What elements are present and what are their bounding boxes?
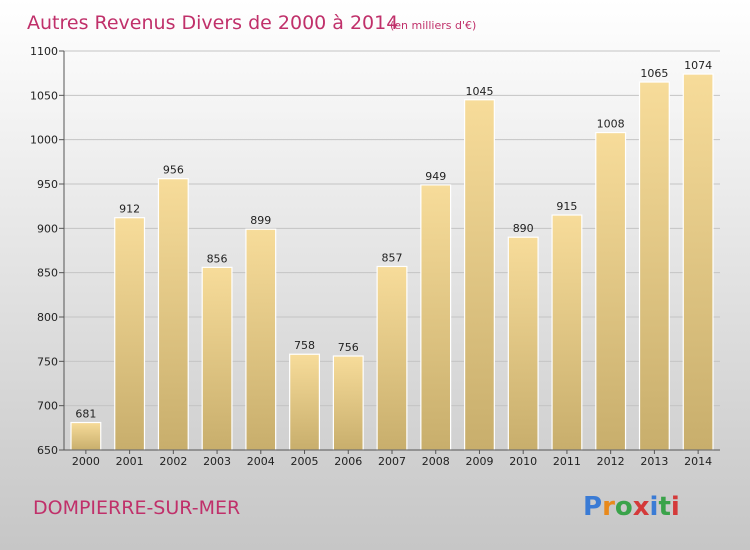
bar-value-label: 758 (294, 339, 315, 352)
proxiti-logo: Proxiti (583, 492, 680, 522)
bar-value-label: 1074 (684, 59, 712, 72)
logo-letter: t (658, 492, 670, 522)
x-tick-label: 2005 (291, 455, 319, 468)
bar-2011 (551, 214, 583, 451)
bar-value-label: 899 (250, 214, 271, 227)
bar-value-label: 890 (513, 222, 534, 235)
bar-2012 (595, 131, 627, 451)
x-tick-label: 2002 (159, 455, 187, 468)
y-tick-label: 850 (37, 267, 58, 280)
bar-2000 (70, 421, 102, 451)
y-tick-label: 1100 (30, 45, 58, 58)
y-tick-label: 950 (37, 178, 58, 191)
x-tick-label: 2009 (465, 455, 493, 468)
bar-2009 (463, 99, 495, 451)
y-tick-label: 1050 (30, 89, 58, 102)
y-tick-label: 1000 (30, 134, 58, 147)
bar-value-label: 915 (556, 200, 577, 213)
bar-value-label: 857 (382, 251, 403, 264)
x-tick-label: 2000 (72, 455, 100, 468)
x-tick-label: 2004 (247, 455, 275, 468)
bar-value-label: 949 (425, 170, 446, 183)
bar-2013 (638, 81, 670, 451)
bar-2003 (201, 266, 233, 451)
x-tick-label: 2003 (203, 455, 231, 468)
x-tick-label: 2012 (597, 455, 625, 468)
bar-value-label: 681 (75, 408, 96, 421)
bar-2004 (245, 228, 277, 451)
bar-value-label: 1008 (597, 118, 625, 131)
bar-2007 (376, 265, 408, 451)
logo-letter: r (602, 492, 615, 522)
bar-2006 (332, 355, 364, 451)
logo-letter: i (671, 492, 680, 522)
logo-letter: x (633, 492, 650, 522)
x-tick-label: 2008 (422, 455, 450, 468)
y-tick-label: 750 (37, 355, 58, 368)
x-tick-label: 2006 (334, 455, 362, 468)
bar-value-label: 956 (163, 164, 184, 177)
bar-value-label: 912 (119, 203, 140, 216)
bar-2005 (289, 353, 321, 451)
logo-letter: i (650, 492, 659, 522)
y-tick-label: 800 (37, 311, 58, 324)
bar-2001 (114, 217, 146, 451)
bars-layer: 681 912 956 856 899 758 756 857 949 1045 890 915 100… (70, 59, 714, 451)
bar-value-label: 756 (338, 341, 359, 354)
bar-2014 (682, 73, 714, 451)
bar-value-label: 1045 (465, 85, 493, 98)
logo-letter: o (615, 492, 633, 522)
x-tick-label: 2001 (116, 455, 144, 468)
y-tick-label: 650 (37, 444, 58, 457)
logo-letter: P (583, 492, 602, 522)
bar-value-label: 1065 (640, 67, 668, 80)
bar-2002 (157, 178, 189, 451)
x-tick-label: 2010 (509, 455, 537, 468)
chart-title: Autres Revenus Divers de 2000 à 2014 (27, 12, 398, 34)
x-tick-label: 2013 (640, 455, 668, 468)
y-tick-label: 900 (37, 222, 58, 235)
y-tick-label: 700 (37, 400, 58, 413)
x-tick-label: 2011 (553, 455, 581, 468)
x-tick-label: 2014 (684, 455, 712, 468)
x-tick-label: 2007 (378, 455, 406, 468)
bar-2008 (420, 184, 452, 451)
bar-value-label: 856 (207, 252, 228, 265)
axis-layer: 650 700 750 800 850 900 950 1000 1050 1100 2000 200… (30, 45, 720, 468)
place-name: DOMPIERRE-SUR-MER (33, 497, 240, 519)
bar-2010 (507, 236, 539, 451)
chart-subtitle: (en milliers d'€) (390, 19, 476, 32)
